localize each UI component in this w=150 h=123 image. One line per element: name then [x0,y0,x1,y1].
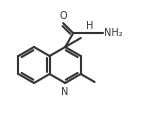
Text: H: H [87,21,94,31]
Text: N: N [61,87,69,97]
Text: NH₂: NH₂ [104,28,123,38]
Text: O: O [59,11,67,21]
